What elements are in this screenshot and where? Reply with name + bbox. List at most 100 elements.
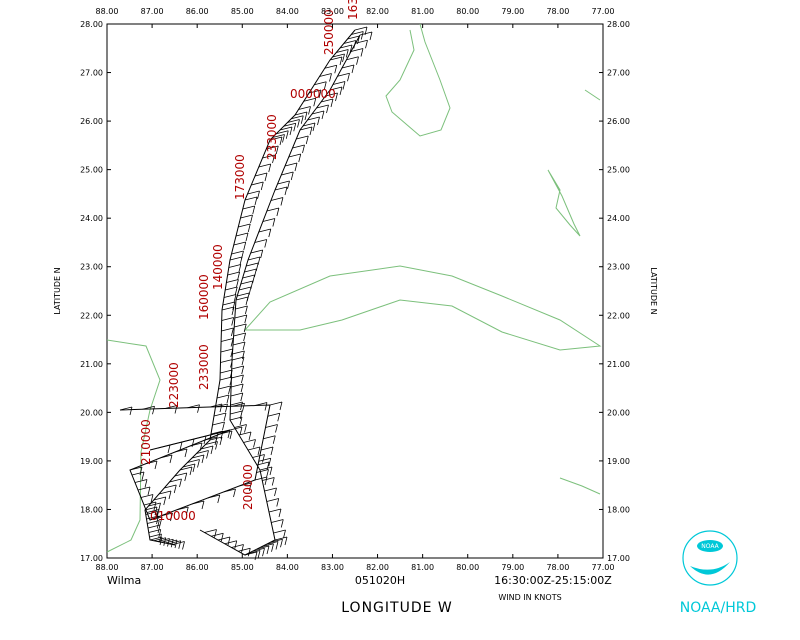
wind-barb bbox=[266, 145, 279, 150]
wind-barb-flag bbox=[276, 207, 280, 217]
wind-barb bbox=[204, 436, 218, 441]
wind-barb-flag bbox=[342, 81, 346, 90]
wind-barb bbox=[176, 506, 189, 511]
wind-barb-flag bbox=[313, 98, 317, 107]
wind-barb-flag bbox=[220, 430, 224, 440]
wind-barb bbox=[287, 119, 300, 123]
wind-barb bbox=[246, 262, 259, 267]
logo-bird bbox=[697, 540, 723, 552]
wind-barb bbox=[259, 466, 273, 471]
y-tick-label: 27.00 bbox=[80, 69, 103, 78]
wind-barb-flag bbox=[225, 403, 228, 413]
track-time-label: 173000 bbox=[233, 154, 247, 200]
wind-barb bbox=[196, 450, 209, 454]
wind-barb bbox=[234, 323, 247, 328]
wind-barb bbox=[346, 56, 359, 61]
x-tick-label: 85.00 bbox=[231, 563, 254, 572]
wind-barb bbox=[149, 533, 162, 538]
wind-barb bbox=[279, 126, 293, 131]
wind-barb bbox=[221, 306, 235, 311]
wind-barb-flag bbox=[304, 111, 308, 121]
wind-barb bbox=[159, 454, 173, 459]
wind-barb bbox=[284, 162, 298, 167]
wind-barb-flag bbox=[229, 430, 233, 440]
wind-barb bbox=[149, 536, 163, 541]
track-time-label: 233000 bbox=[197, 344, 211, 390]
wind-barb bbox=[231, 544, 244, 548]
x-tick-label: 82.00 bbox=[366, 563, 389, 572]
flight-track bbox=[119, 29, 361, 556]
wind-barb bbox=[314, 81, 327, 86]
wind-barb-flag bbox=[182, 541, 185, 550]
wind-barb bbox=[238, 547, 251, 552]
wind-barb bbox=[291, 115, 304, 120]
wind-barb bbox=[174, 448, 188, 453]
wind-barb bbox=[296, 135, 309, 140]
wind-barb bbox=[247, 550, 261, 554]
wind-barb bbox=[221, 338, 234, 342]
wind-barb bbox=[210, 430, 224, 435]
wind-barb bbox=[281, 171, 294, 176]
wind-barb-flag bbox=[347, 73, 350, 82]
wind-barb-flag bbox=[197, 404, 200, 413]
wind-barb bbox=[264, 487, 277, 492]
wind-barb-flag bbox=[268, 228, 272, 238]
wind-barb bbox=[247, 190, 260, 195]
wind-barb-flag bbox=[173, 484, 177, 494]
wind-barb bbox=[213, 412, 227, 417]
wind-barb-flag bbox=[147, 486, 151, 496]
wind-barb bbox=[307, 116, 320, 121]
wind-barb-flag bbox=[156, 509, 160, 518]
wind-barb-flag bbox=[241, 356, 245, 366]
wind-barb-flag bbox=[150, 494, 154, 503]
wind-barb-flag bbox=[309, 126, 313, 136]
wind-barb bbox=[337, 72, 350, 77]
wind-barb bbox=[225, 286, 238, 291]
wind-barb bbox=[355, 39, 368, 44]
wind-barb bbox=[129, 466, 143, 471]
wind-barb-flag bbox=[264, 239, 268, 248]
y-tick-label: 28.00 bbox=[80, 20, 103, 29]
wind-barb bbox=[145, 511, 158, 515]
wind-barb bbox=[209, 436, 223, 441]
wind-barb bbox=[308, 89, 322, 94]
wind-barb bbox=[260, 446, 274, 451]
wind-barb-flag bbox=[289, 126, 293, 136]
wind-barb-flag bbox=[215, 441, 218, 450]
wind-barb-flag bbox=[174, 405, 178, 414]
wind-barb bbox=[211, 532, 224, 537]
wind-barb bbox=[168, 540, 181, 545]
wind-barb bbox=[161, 538, 174, 543]
wind-barb-flag bbox=[241, 374, 244, 384]
wind-barb bbox=[220, 369, 233, 374]
wind-barb bbox=[336, 49, 349, 53]
wind-barb-flag bbox=[264, 402, 268, 411]
wind-barb-flag bbox=[297, 119, 300, 128]
wind-barb-flag bbox=[178, 540, 182, 549]
wind-barb bbox=[302, 122, 316, 127]
wind-barb bbox=[220, 348, 233, 353]
wind-barb bbox=[148, 529, 161, 533]
wind-barb bbox=[319, 73, 332, 77]
wind-barb-flag bbox=[260, 249, 264, 259]
wind-barb-flag bbox=[275, 145, 279, 155]
wind-barb-flag bbox=[154, 506, 158, 516]
wind-barb bbox=[231, 365, 244, 370]
track-leg bbox=[199, 34, 361, 556]
wind-barb bbox=[324, 64, 337, 69]
wind-barb-flag bbox=[266, 469, 269, 478]
wind-barb-flag bbox=[179, 441, 183, 451]
y-tick-label: 22.00 bbox=[80, 311, 103, 320]
track-labels: 163000 250000 000000 233000 173000 1400001600… bbox=[139, 0, 360, 523]
y-tick-label: 22.00 bbox=[607, 311, 630, 320]
track-time-label: 140000 bbox=[211, 244, 225, 290]
wind-barb bbox=[134, 479, 148, 483]
wind-barb bbox=[256, 469, 269, 473]
x-tick-label: 83.00 bbox=[321, 7, 344, 16]
wind-barb-flag bbox=[257, 190, 260, 200]
y-tick-label: 25.00 bbox=[607, 166, 630, 175]
track-time-label: 163000 bbox=[346, 0, 360, 20]
wind-barb-flag bbox=[239, 426, 243, 436]
wind-barb-flag bbox=[284, 186, 288, 196]
wind-barb-flag bbox=[339, 56, 343, 66]
